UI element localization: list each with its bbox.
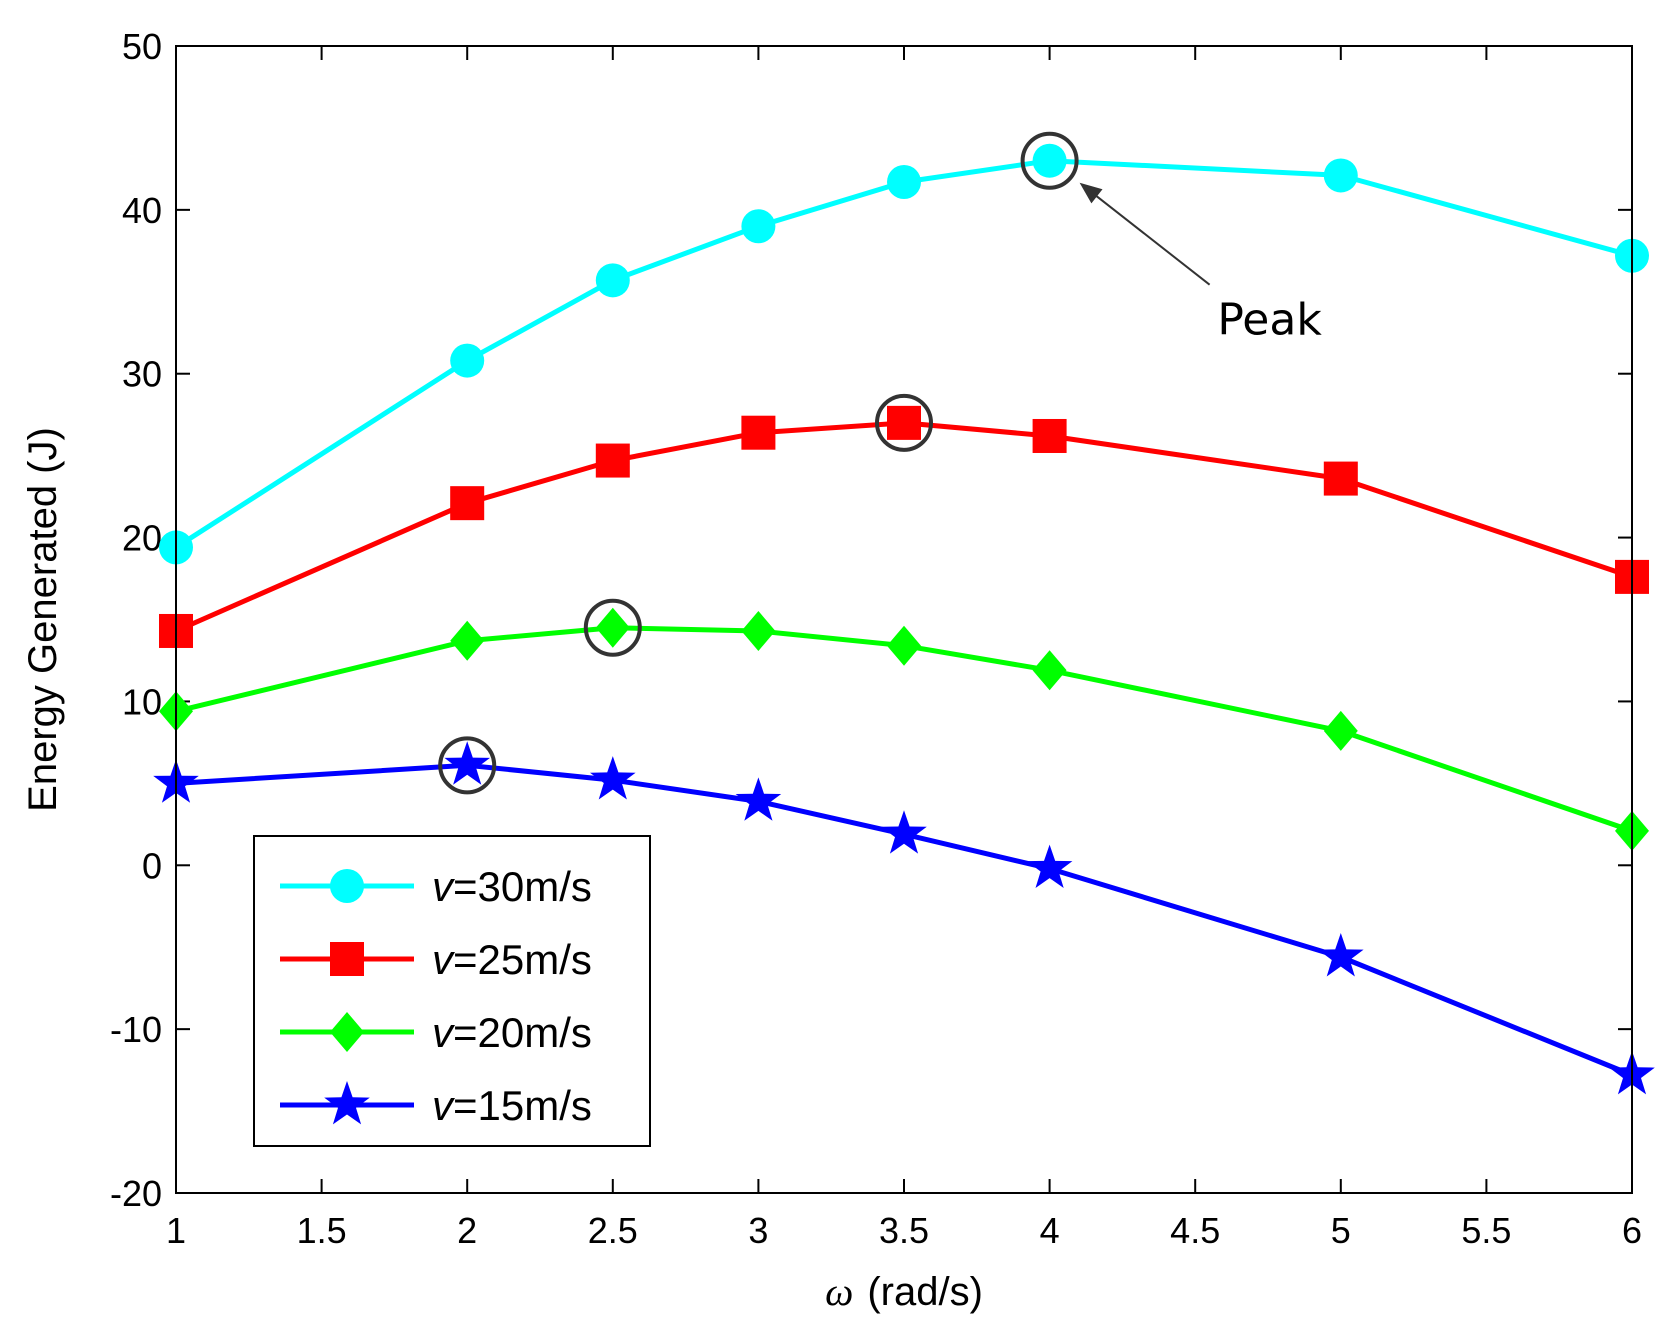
data-point: [1032, 143, 1067, 178]
x-axis-symbol: ω: [825, 1269, 853, 1314]
legend: v=30m/sv=25m/sv=20m/sv=15m/s: [253, 835, 651, 1147]
data-point: [595, 443, 630, 478]
data-point: [1323, 158, 1358, 193]
legend-label: v=30m/s: [432, 863, 592, 910]
peak-circle: [583, 598, 642, 657]
series-line: [174, 158, 1633, 550]
data-point: [1323, 461, 1358, 496]
legend-marker: [330, 1012, 364, 1052]
legend-label-symbol: v: [432, 1009, 456, 1056]
x-tick-label: 5: [1331, 1210, 1351, 1251]
plot-frame: [175, 45, 1633, 1194]
annotation-arrow-head: [1079, 182, 1103, 204]
legend-marker: [330, 942, 364, 976]
data-point: [741, 209, 776, 244]
data-point: [1026, 844, 1073, 888]
data-point: [741, 415, 776, 450]
data-point: [450, 486, 485, 521]
y-tick-label: 0: [142, 845, 162, 886]
series-line: [175, 625, 1633, 834]
annotations: Peak: [1079, 182, 1322, 346]
data-point: [887, 165, 921, 200]
data-point: [444, 741, 490, 785]
legend-label-symbol: v: [432, 936, 456, 983]
legend-label-value: =15m/s: [453, 1082, 592, 1129]
x-tick-label: 1.5: [297, 1210, 347, 1251]
legend-marker: [330, 869, 364, 903]
peak-circle: [1020, 131, 1079, 190]
x-tick-label: 3.5: [879, 1210, 929, 1251]
axis-ticks: 1 1.5 2 2.5 3 3.5 4 4.5 5 5.5 6 -20 -10 0 10 20 30 40 50: [110, 26, 1642, 1251]
y-axis-label: Energy Generated (J): [21, 427, 65, 812]
series-line: [174, 420, 1633, 634]
data-point: [741, 610, 776, 651]
x-axis-label: ω (rad/s): [825, 1269, 983, 1314]
data-point: [1318, 933, 1364, 977]
data-point: [595, 607, 630, 648]
legend-label-symbol: v: [432, 1082, 456, 1129]
data-point: [450, 343, 485, 378]
series-markers: [153, 143, 1655, 1095]
x-tick-label: 4: [1040, 1210, 1060, 1251]
data-point: [595, 263, 630, 298]
series-line: [175, 762, 1633, 1078]
x-axis-unit: (rad/s): [867, 1270, 983, 1314]
data-point: [881, 810, 927, 854]
y-tick-label: 40: [122, 190, 162, 231]
legend-label: v=15m/s: [432, 1082, 592, 1129]
x-tick-label: 1: [166, 1210, 186, 1251]
legend-label-value: =30m/s: [453, 863, 592, 910]
x-tick-label: 5.5: [1461, 1210, 1511, 1251]
data-point: [450, 620, 485, 661]
y-tick-label: 20: [122, 518, 162, 559]
x-tick-label: 2: [457, 1210, 477, 1251]
x-tick-label: 3: [748, 1210, 768, 1251]
annotation-peak-label: Peak: [1217, 295, 1322, 346]
y-tick-label: 50: [122, 26, 162, 67]
x-tick-label: 2.5: [588, 1210, 638, 1251]
annotation-arrow-line: [1088, 189, 1211, 286]
series-lines: [174, 158, 1633, 1078]
y-tick-label: 10: [122, 681, 162, 722]
data-point: [1323, 710, 1358, 751]
legend-label: v=25m/s: [432, 936, 592, 983]
legend-label-value: =25m/s: [453, 936, 592, 983]
x-tick-label: 4.5: [1170, 1210, 1220, 1251]
y-tick-label: -10: [110, 1009, 162, 1050]
data-point: [735, 777, 782, 821]
y-tick-label: -20: [110, 1173, 162, 1214]
y-tick-label: 30: [122, 354, 162, 395]
peak-circles: [438, 131, 1079, 795]
legend-label-symbol: v: [432, 863, 456, 910]
data-point: [590, 756, 636, 800]
data-point: [887, 405, 921, 440]
data-point: [1032, 418, 1067, 453]
x-tick-label: 6: [1622, 1210, 1642, 1251]
data-point: [1032, 650, 1067, 691]
legend-marker: [324, 1081, 370, 1125]
legend-label-value: =20m/s: [453, 1009, 592, 1056]
peak-circle: [438, 736, 497, 795]
peak-circle: [875, 393, 933, 452]
legend-label: v=20m/s: [432, 1009, 592, 1056]
data-point: [887, 625, 921, 666]
